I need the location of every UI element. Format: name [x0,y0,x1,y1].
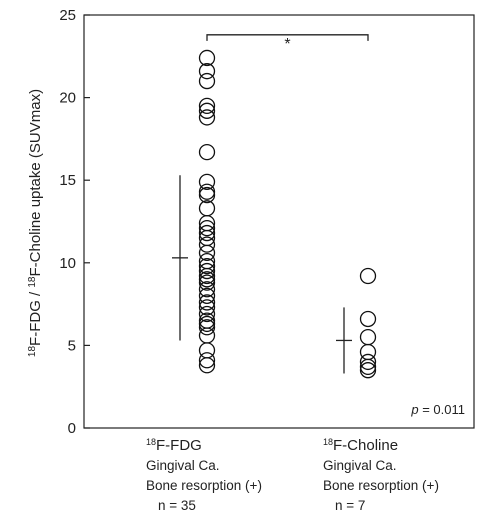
data-point [198,357,216,374]
data-point [198,274,216,291]
significance-bracket [206,34,369,41]
category-site-choline: Gingival Ca. [323,458,397,473]
data-point [198,109,216,126]
data-point [198,287,216,304]
data-point [198,236,216,253]
data-point [198,262,216,280]
y-tick-label: 0 [68,420,76,437]
data-point [198,49,216,67]
data-point [198,186,216,204]
data-point [198,267,216,285]
y-tick-label: 15 [59,172,76,189]
data-point [198,315,216,333]
p-value-annotation: p = 0.011 [410,402,465,417]
data-point [198,102,216,119]
data-point [198,224,216,242]
data-point [359,362,377,379]
plot-frame [83,14,475,429]
data-point [198,319,216,336]
category-title-choline: 18F-Choline [323,437,399,454]
data-point [198,299,216,316]
data-point [198,143,216,161]
bracket-line [206,34,369,41]
data-point [198,352,216,369]
data-point [198,244,216,262]
category-n-choline: n = 7 [335,498,366,513]
data-point [198,327,216,344]
data-point [198,294,216,311]
category-n-fdg: n = 35 [158,498,196,513]
y-tick-label: 10 [59,255,76,272]
data-point [359,328,377,346]
data-point [198,257,216,275]
data-points [198,49,377,379]
y-tick-label: 5 [68,337,76,354]
category-condition-choline: Bone resorption (+) [323,478,439,493]
data-point [198,183,216,200]
data-point [198,63,216,80]
category-label-choline: 18F-Choline Gingival Ca. Bone resorption… [323,436,439,516]
data-point [198,97,216,115]
data-point [359,353,377,371]
data-point [359,310,377,328]
data-point [198,305,216,323]
data-point [359,267,377,285]
y-tick-label: 20 [59,90,76,107]
category-label-fdg: 18F-FDG Gingival Ca. Bone resorption (+)… [146,436,262,516]
y-ticks: 0 5 10 15 20 25 [59,7,90,437]
data-point [198,271,216,288]
sd-bars [172,175,352,374]
category-title-fdg: 18F-FDG [146,437,202,454]
category-condition-fdg: Bone resorption (+) [146,478,262,493]
data-point [198,219,216,237]
category-site-fdg: Gingival Ca. [146,458,220,473]
y-tick-label: 25 [59,7,76,24]
data-point [198,72,216,90]
significance-star: * [284,36,290,53]
y-axis-label: 18F-FDG / 18F-Choline uptake (SUVmax) [27,89,44,357]
data-point [198,281,216,298]
data-point [359,358,377,376]
data-point [198,173,216,191]
plot-axes [83,14,475,429]
